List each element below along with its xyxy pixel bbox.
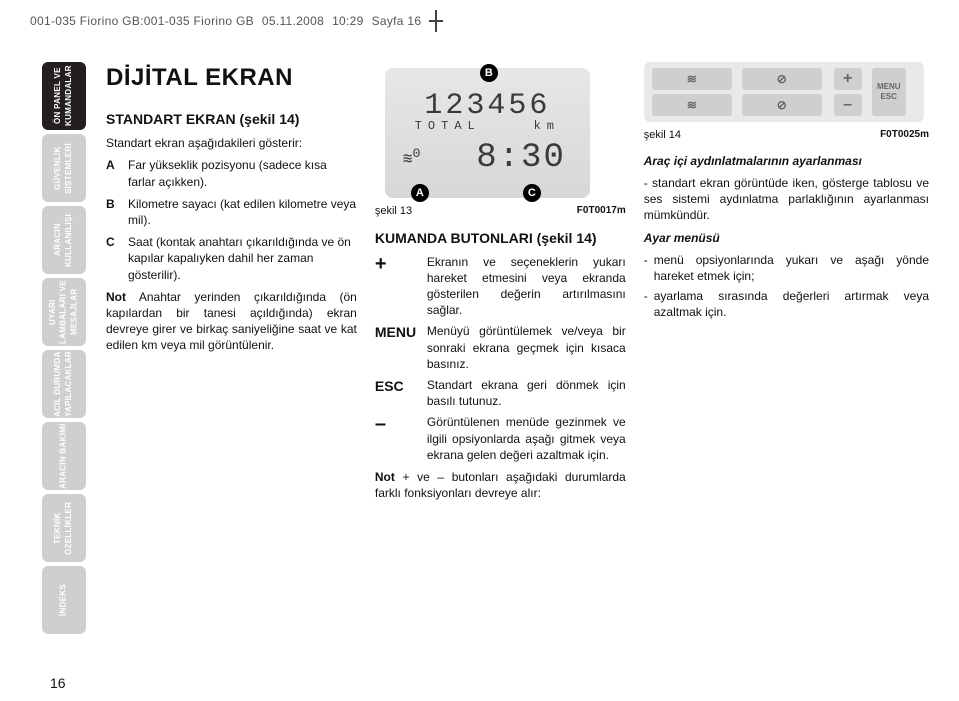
minus-symbol: – (375, 414, 417, 434)
header-time: 10:29 (332, 13, 364, 29)
tab-bakim[interactable]: ARACIN BAKIMI (42, 422, 86, 490)
menu-desc: Menüyü görüntülemek ve/veya bir sonraki … (427, 323, 626, 372)
item-b: B Kilometre sayacı (kat edilen kilometre… (106, 196, 357, 228)
fig14-code: F0T0025m (880, 128, 929, 143)
page-title: DİJİTAL EKRAN (106, 62, 357, 94)
note-text: Anahtar yerinden çıkarıldığında (ön kapı… (106, 290, 357, 353)
tab-kullanis[interactable]: ARACIN KULLANILIŞI (42, 206, 86, 274)
total-label: TOTAL (415, 119, 481, 133)
marker-b: B (480, 64, 498, 82)
esc-symbol: ESC (375, 377, 417, 396)
lead-text: Standart ekran aşağıdakileri gösterir: (106, 135, 357, 151)
odometer-labels: TOTAL km (385, 118, 590, 134)
panel-slot-2[interactable]: ⊘ (742, 68, 822, 90)
panel-slot-1[interactable]: ≋ (652, 68, 732, 90)
digital-display: B 123456 TOTAL km ≋0 8:30 A C (385, 68, 590, 198)
item-a-text: Far yükseklik pozisyonu (sadece kısa far… (128, 157, 357, 189)
minus-desc: Görüntülenen menüde gezinmek ve ilgili o… (427, 414, 626, 463)
menu-bullet-1: menü opsiyonlarında yukarı ve aşağı yönd… (644, 252, 929, 284)
column-right: ≋ ⊘ ≋ ⊘ + – MENU ESC şekil 14 F0T0025m A… (644, 62, 929, 507)
panel-minus-button[interactable]: – (834, 94, 862, 116)
fig13-code: F0T0017m (577, 204, 626, 219)
fig13-caption: şekil 13 F0T0017m (375, 204, 626, 219)
control-plus: + Ekranın ve seçeneklerin yukarı hareket… (375, 254, 626, 319)
controls-note-label: Not (375, 470, 395, 484)
lighting-paragraph: - standart ekran görüntüde iken, gösterg… (644, 175, 929, 224)
menu-bullet-2: ayarlama sırasında değerleri artırmak ve… (644, 288, 929, 320)
button-panel: ≋ ⊘ ≋ ⊘ + – MENU ESC (644, 62, 924, 122)
item-b-label: B (106, 196, 120, 228)
controls-heading: KUMANDA BUTONLARI (şekil 14) (375, 229, 626, 248)
fig14-caption: şekil 14 F0T0025m (644, 128, 929, 143)
tab-guvenlik[interactable]: GÜVENLİK SİSTEMLERİ (42, 134, 86, 202)
headlamp-icon: ≋ (403, 150, 413, 168)
marker-c: C (523, 184, 541, 202)
clock-value: 8:30 (476, 136, 566, 182)
tab-teknik[interactable]: TEKNİK ÖZELLİKLER (42, 494, 86, 562)
note-paragraph: Not Anahtar yerinden çıkarıldığında (ön … (106, 289, 357, 354)
menu-heading: Ayar menüsü (644, 230, 929, 246)
headlamp-indicator: ≋0 (403, 146, 421, 171)
item-a-label: A (106, 157, 120, 189)
item-c-label: C (106, 234, 120, 283)
panel-menu-esc-button[interactable]: MENU ESC (872, 68, 906, 116)
column-middle: B 123456 TOTAL km ≋0 8:30 A C şekil 13 F… (375, 62, 626, 507)
control-esc: ESC Standart ekrana geri dönmek için bas… (375, 377, 626, 409)
header-date: 05.11.2008 (262, 13, 324, 29)
control-menu: MENU Menüyü görüntülemek ve/veya bir son… (375, 323, 626, 372)
section-subtitle: STANDART EKRAN (şekil 14) (106, 110, 357, 129)
panel-slot-4[interactable]: ⊘ (742, 94, 822, 116)
panel-slot-3[interactable]: ≋ (652, 94, 732, 116)
controls-note-text: + ve – butonları aşağıdaki durumlarda fa… (375, 470, 626, 500)
controls-footer-note: Not + ve – butonları aşağıdaki durumlard… (375, 469, 626, 501)
item-c: C Saat (kontak anahtarı çıkarıldığında v… (106, 234, 357, 283)
crop-mark-icon (429, 10, 443, 32)
menu-bullets: menü opsiyonlarında yukarı ve aşağı yönd… (644, 252, 929, 321)
panel-plus-button[interactable]: + (834, 68, 862, 90)
esc-desc: Standart ekrana geri dönmek için basılı … (427, 377, 626, 409)
page-number: 16 (50, 674, 66, 693)
tab-uyari[interactable]: UYARI LAMBALARI VE MESAJLAR (42, 278, 86, 346)
prepress-header: 001-035 Fiorino GB:001-035 Fiorino GB 05… (30, 10, 443, 32)
tab-indeks[interactable]: İNDEKS (42, 566, 86, 634)
headlamp-level: 0 (413, 147, 421, 162)
plus-desc: Ekranın ve seçeneklerin yukarı hareket e… (427, 254, 626, 319)
control-minus: – Görüntülenen menüde gezinmek ve ilgili… (375, 414, 626, 463)
tab-acil[interactable]: ACİL DURUMDA YAPILACAKLAR (42, 350, 86, 418)
tab-on-panel[interactable]: ÖN PANEL VE KUMANDALAR (42, 62, 86, 130)
menu-symbol: MENU (375, 323, 417, 342)
fig14-label: şekil 14 (644, 128, 681, 143)
item-c-text: Saat (kontak anahtarı çıkarıldığında ve … (128, 234, 357, 283)
header-file: 001-035 Fiorino GB:001-035 Fiorino GB (30, 13, 254, 29)
km-label: km (534, 119, 560, 133)
item-a: A Far yükseklik pozisyonu (sadece kısa f… (106, 157, 357, 189)
lighting-heading-text: Araç içi aydınlatmalarının ayarlanması (644, 154, 862, 168)
header-page: Sayfa 16 (372, 13, 422, 29)
column-left: DİJİTAL EKRAN STANDART EKRAN (şekil 14) … (106, 62, 357, 507)
fig13-label: şekil 13 (375, 204, 412, 219)
menu-heading-text: Ayar menüsü (644, 231, 720, 245)
note-label: Not (106, 290, 126, 304)
marker-a: A (411, 184, 429, 202)
plus-symbol: + (375, 254, 417, 274)
lighting-heading: Araç içi aydınlatmalarının ayarlanması (644, 153, 929, 169)
sidebar-tabs: ÖN PANEL VE KUMANDALAR GÜVENLİK SİSTEMLE… (42, 62, 86, 634)
item-b-text: Kilometre sayacı (kat edilen kilometre v… (128, 196, 357, 228)
